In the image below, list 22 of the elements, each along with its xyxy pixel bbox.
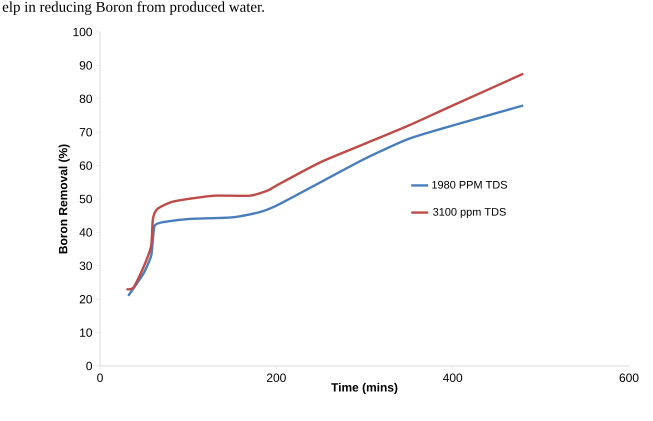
y-tick-label: 10 xyxy=(80,328,92,337)
y-tick-label: 40 xyxy=(79,228,92,237)
legend-label: 1980 PPM TDS xyxy=(432,180,508,189)
line-series xyxy=(125,72,524,290)
text: elp in reducing Boron from produced water. xyxy=(2,1,264,15)
x-tick-label: 600 xyxy=(620,374,639,382)
y-axis-title: Boron Removal (%) xyxy=(58,144,70,254)
legend-label: 3100 ppm TDS xyxy=(433,208,506,218)
y-tick-label: 50 xyxy=(80,194,92,204)
line-series xyxy=(127,104,524,298)
y-tick-label: 20 xyxy=(80,294,92,304)
y-tick-label: 90 xyxy=(80,61,92,70)
y-tick-label: 70 xyxy=(80,128,92,136)
y-tick-label: 30 xyxy=(80,262,92,270)
y-tick-label: 100 xyxy=(73,28,92,36)
x-tick-label: 200 xyxy=(266,374,286,382)
x-tick-label: 0 xyxy=(97,374,103,382)
y-tick-label: 60 xyxy=(80,161,92,170)
y-tick-label: 0 xyxy=(86,362,92,370)
x-axis-title: Time (mins) xyxy=(331,382,398,394)
x-tick-label: 400 xyxy=(442,374,462,382)
y-tick-label: 80 xyxy=(80,94,92,104)
